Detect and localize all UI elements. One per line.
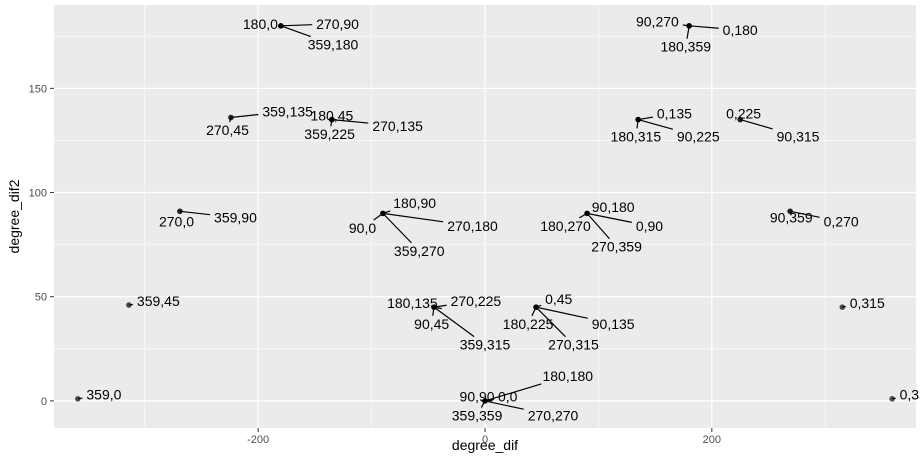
point-label: 359,0 <box>86 387 121 403</box>
label-connector <box>689 25 719 29</box>
label-connectors <box>77 24 896 410</box>
point-labels: 359,0 359,45 270,0 359,90 359,135 270,45 180,0… <box>86 14 920 424</box>
point-label: 270,225 <box>451 293 502 309</box>
point-label: 180,270 <box>540 218 591 234</box>
data-point <box>228 114 234 121</box>
data-point <box>126 302 132 308</box>
data-point <box>686 23 692 29</box>
y-tick-label: 50 <box>35 292 47 304</box>
label-connector <box>789 210 820 218</box>
data-point <box>889 396 895 402</box>
point-label: 270,90 <box>316 16 359 32</box>
point-label: 270,180 <box>447 218 498 234</box>
label-connector <box>535 306 588 319</box>
label-connector <box>179 210 211 216</box>
point-label: 180,0 <box>243 16 278 32</box>
point-label: 180,45 <box>310 107 353 123</box>
x-tick-label: 200 <box>703 434 721 446</box>
data-point <box>737 116 743 123</box>
label-connector <box>586 212 632 223</box>
point-label: 90,90 <box>460 389 495 405</box>
point-label: 359,180 <box>308 37 359 53</box>
point-label: 359,135 <box>262 103 313 119</box>
y-tick-label: 100 <box>29 188 47 200</box>
point-label: 180,90 <box>393 195 436 211</box>
point-label: 90,180 <box>592 199 635 215</box>
label-connector <box>433 306 475 338</box>
data-point <box>329 116 335 123</box>
data-point <box>584 210 590 217</box>
point-label: 90,315 <box>777 128 820 144</box>
point-label: 90,270 <box>636 14 679 30</box>
x-tick-label: 0 <box>482 434 488 446</box>
point-label: 270,359 <box>591 239 642 255</box>
point-label: 0,315 <box>850 295 885 311</box>
label-connector <box>484 383 542 402</box>
point-label: 0,45 <box>545 291 572 307</box>
x-axis-title: degree_dif <box>452 437 518 453</box>
data-point <box>177 208 183 215</box>
label-connector <box>331 119 369 124</box>
point-label: 359,315 <box>460 337 511 353</box>
point-label: 0,270 <box>824 214 859 230</box>
label-connector <box>280 24 313 27</box>
y-tick-label: 150 <box>29 83 47 95</box>
point-label: 359,45 <box>137 293 180 309</box>
point-label: 0,180 <box>723 22 758 38</box>
point-label: 270,270 <box>528 407 579 423</box>
label-connector <box>535 306 566 338</box>
point-label: 270,315 <box>548 337 599 353</box>
point-label: 0,0 <box>498 389 518 405</box>
point-label: 359,359 <box>452 407 503 423</box>
label-connector <box>586 212 610 240</box>
point-label: 359,225 <box>304 126 355 142</box>
point-label: 90,225 <box>677 128 720 144</box>
x-axis: -200 0 200 <box>247 428 721 446</box>
point-label: 90,135 <box>592 316 635 332</box>
y-tick-label: 0 <box>41 396 47 408</box>
point-label: 90,45 <box>414 316 449 332</box>
label-connector <box>740 119 773 130</box>
label-connector <box>230 113 259 119</box>
point-label: 90,0 <box>349 220 376 236</box>
data-points <box>75 23 895 404</box>
label-connector <box>637 119 673 130</box>
point-label: 180,180 <box>542 368 593 384</box>
data-point <box>635 116 641 123</box>
y-axis: 0 50 100 150 <box>29 83 54 408</box>
label-connector <box>280 25 311 38</box>
data-point <box>75 396 81 402</box>
point-label: 359,90 <box>214 210 257 226</box>
point-label: 180,315 <box>611 128 662 144</box>
point-label: 270,0 <box>159 214 194 230</box>
point-label: 0,135 <box>657 105 692 121</box>
data-point <box>278 23 284 29</box>
point-label: 270,135 <box>372 118 423 134</box>
point-label: 0,359 <box>900 387 920 403</box>
point-label: 180,359 <box>660 39 711 55</box>
point-label: 180,135 <box>387 295 438 311</box>
point-label: 90,359 <box>770 210 813 226</box>
data-point <box>380 210 386 217</box>
point-label: 359,270 <box>394 243 445 259</box>
label-connector <box>382 212 444 223</box>
data-point <box>533 304 539 310</box>
point-label: 0,225 <box>726 105 761 121</box>
data-point <box>787 208 793 215</box>
data-point <box>839 304 846 310</box>
major-gridlines <box>54 5 916 428</box>
point-label: 0,90 <box>636 218 663 234</box>
x-tick-label: -200 <box>247 434 269 446</box>
point-label: 180,225 <box>503 316 554 332</box>
label-connector <box>382 212 412 244</box>
point-label: 270,45 <box>206 122 249 138</box>
data-point <box>482 398 488 404</box>
y-axis-title: degree_dif2 <box>6 179 22 253</box>
data-point <box>431 304 437 310</box>
label-connector <box>484 400 524 410</box>
